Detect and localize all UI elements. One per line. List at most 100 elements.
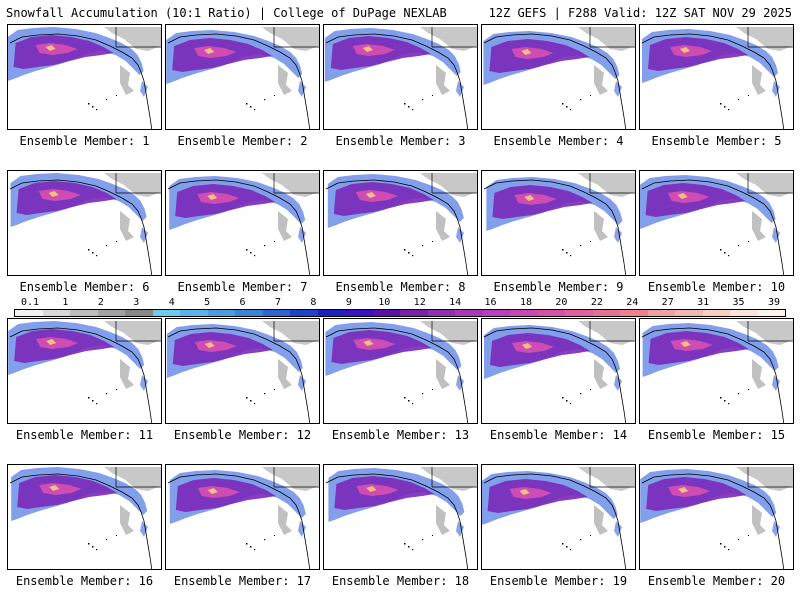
inland-snow-area-2 <box>614 81 622 97</box>
land-gray-snow <box>262 27 319 51</box>
ensemble-member-label: Ensemble Member: 8 <box>335 280 466 294</box>
snowfall-map <box>325 467 477 569</box>
border-line <box>273 321 319 342</box>
inland-snow-area-2 <box>456 375 464 391</box>
snow-max-area <box>522 343 532 349</box>
snow-heavy-area <box>39 483 82 495</box>
inland-snow-area <box>120 65 134 95</box>
inland-snow-area <box>436 211 450 241</box>
inland-snow-area <box>120 211 134 241</box>
coastline <box>483 473 627 569</box>
inland-snow-area <box>278 505 292 535</box>
ensemble-member-label: Ensemble Member: 11 <box>15 428 154 442</box>
colorbar-swatch <box>345 310 373 316</box>
islands <box>720 241 749 257</box>
snow-heavy-area <box>355 190 398 202</box>
coastline <box>483 179 627 275</box>
islands <box>404 95 433 111</box>
colorbar-tick-label: 3 <box>133 297 140 308</box>
inland-snow-area-2 <box>772 81 780 97</box>
snow-max-area <box>46 339 57 345</box>
snow-heavy-area <box>356 484 399 496</box>
inland-snow-area <box>752 65 766 95</box>
colorbar-tick-label: 18 <box>519 297 533 308</box>
colorbar-swatch <box>455 310 483 316</box>
colorbar-swatch <box>537 310 565 316</box>
snowfall-map <box>641 321 793 423</box>
islands <box>88 389 117 405</box>
snowfall-map <box>324 27 477 129</box>
snow-max-area <box>207 488 218 494</box>
coastline <box>641 179 785 275</box>
inland-snow-area-2 <box>456 81 464 97</box>
colorbar-swatch <box>152 310 180 316</box>
land-gray-snow <box>736 467 793 491</box>
colorbar-swatch <box>730 310 758 316</box>
border-line <box>747 173 793 194</box>
coastline <box>167 473 311 569</box>
land-gray-snow <box>736 321 793 345</box>
inland-snow-area <box>752 211 766 241</box>
inland-snow-area-2 <box>298 521 306 537</box>
snowfall-map <box>483 173 635 275</box>
ensemble-member-label: Ensemble Member: 2 <box>177 134 308 148</box>
land-gray-snow <box>104 173 161 197</box>
inland-snow-area <box>120 359 134 389</box>
colorbar-tick-label: 7 <box>274 297 282 308</box>
coastline <box>167 33 311 129</box>
colorbar-swatch <box>427 310 455 316</box>
ensemble-map-panel <box>481 170 636 276</box>
snow-max-area <box>362 46 373 52</box>
snow-heavy-area <box>197 192 240 204</box>
snow-max-area <box>49 485 60 491</box>
snowfall-map <box>167 173 319 275</box>
border-line <box>115 467 161 488</box>
inland-snow-area-2 <box>140 375 148 391</box>
colorbar-swatch <box>70 310 98 316</box>
islands <box>720 389 749 405</box>
ensemble-map-panel <box>481 318 636 424</box>
land-gray-snow <box>420 321 477 345</box>
ensemble-map-panel <box>323 170 478 276</box>
ensemble-member-label: Ensemble Member: 17 <box>173 574 312 588</box>
snowfall-map <box>640 467 793 569</box>
land-gray-snow <box>262 467 319 491</box>
snow-max-area <box>45 45 56 51</box>
ensemble-member-label: Ensemble Member: 5 <box>651 134 782 148</box>
snow-heavy-area <box>514 193 557 205</box>
snowfall-map <box>167 467 319 569</box>
islands <box>88 95 117 111</box>
snowfall-map <box>325 173 477 275</box>
inland-snow-area-2 <box>140 81 148 97</box>
colorbar-tick-label: 22 <box>590 297 603 308</box>
colorbar-tick-label: 2 <box>97 297 104 308</box>
border-line <box>273 27 319 48</box>
inland-snow-area <box>120 505 134 535</box>
inland-snow-area <box>436 359 450 389</box>
snow-max-area <box>204 48 215 54</box>
colorbar-tick-label: 20 <box>555 297 568 308</box>
colorbar-swatch <box>510 310 538 316</box>
snowfall-map <box>9 173 161 275</box>
inland-snow-area-2 <box>456 521 464 537</box>
border-line <box>431 173 477 194</box>
ensemble-member-label: Ensemble Member: 20 <box>647 574 786 588</box>
snowfall-map <box>325 321 477 423</box>
coastline <box>483 33 627 129</box>
snow-heavy-area <box>38 189 81 201</box>
snowfall-map <box>8 321 161 423</box>
inland-snow-area <box>594 65 608 95</box>
ensemble-map-panel <box>165 318 320 424</box>
coastline <box>641 327 785 423</box>
land-gray-snow <box>578 467 635 491</box>
coastline <box>641 33 785 129</box>
land-gray-snow <box>736 173 793 197</box>
border-line <box>273 173 319 194</box>
snow-heavy-area <box>35 43 78 55</box>
ensemble-member-label: Ensemble Member: 1 <box>19 134 150 148</box>
snow-max-area <box>365 192 376 198</box>
coastline <box>483 327 627 423</box>
colorbar-swatch <box>290 310 318 316</box>
snow-heavy-area <box>194 46 237 58</box>
colorbar-swatch <box>15 310 43 316</box>
